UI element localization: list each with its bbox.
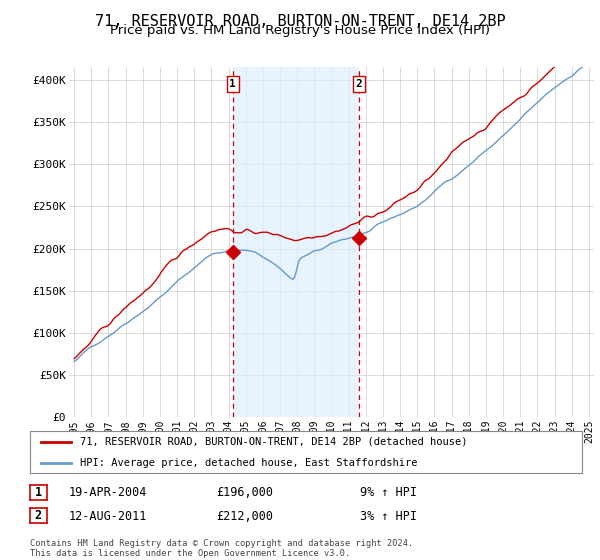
Text: 9% ↑ HPI: 9% ↑ HPI <box>360 486 417 500</box>
Text: 12-AUG-2011: 12-AUG-2011 <box>69 510 148 523</box>
Text: 3% ↑ HPI: 3% ↑ HPI <box>360 510 417 523</box>
Text: HPI: Average price, detached house, East Staffordshire: HPI: Average price, detached house, East… <box>80 458 417 468</box>
Bar <box>233 67 359 417</box>
Text: Price paid vs. HM Land Registry's House Price Index (HPI): Price paid vs. HM Land Registry's House … <box>110 24 490 36</box>
Text: 71, RESERVOIR ROAD, BURTON-ON-TRENT, DE14 2BP (detached house): 71, RESERVOIR ROAD, BURTON-ON-TRENT, DE1… <box>80 437 467 447</box>
Text: £196,000: £196,000 <box>216 486 273 500</box>
Text: £212,000: £212,000 <box>216 510 273 523</box>
Text: 1: 1 <box>229 79 236 89</box>
Text: 2: 2 <box>35 509 42 522</box>
Text: 19-APR-2004: 19-APR-2004 <box>69 486 148 500</box>
Text: Contains HM Land Registry data © Crown copyright and database right 2024.
This d: Contains HM Land Registry data © Crown c… <box>30 539 413 558</box>
Text: 2: 2 <box>355 79 362 89</box>
Text: 71, RESERVOIR ROAD, BURTON-ON-TRENT, DE14 2BP: 71, RESERVOIR ROAD, BURTON-ON-TRENT, DE1… <box>95 14 505 29</box>
Text: 1: 1 <box>35 486 42 499</box>
